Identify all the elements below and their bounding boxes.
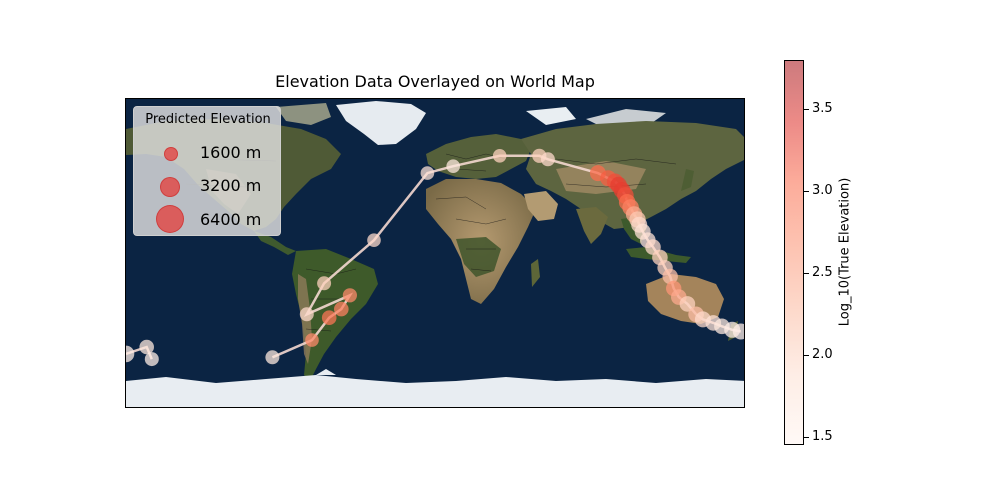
- legend-item-1600: 1600 m: [134, 143, 282, 176]
- elevation-point: [662, 268, 678, 285]
- elevation-point: [305, 333, 319, 347]
- colorbar-frame: [784, 60, 804, 445]
- elevation-point: [299, 307, 314, 322]
- legend-item-3200: 3200 m: [134, 176, 282, 209]
- colorbar-tick-label: 2.0: [812, 346, 833, 362]
- colorbar-tick-label: 2.5: [812, 265, 833, 280]
- landmass-central-america: [254, 231, 296, 255]
- colorbar-tick-label: 3.5: [812, 101, 833, 117]
- elevation-point: [540, 152, 555, 167]
- colorbar-tick: [804, 436, 809, 438]
- elevation-point: [342, 288, 357, 303]
- colorbar-tick: [804, 354, 809, 356]
- elevation-point: [265, 350, 280, 365]
- colorbar-tick: [804, 191, 809, 193]
- landmass-india: [576, 207, 608, 244]
- legend-label: 1600 m: [200, 143, 262, 162]
- elevation-point: [732, 323, 744, 340]
- landmass-madagascar: [531, 259, 540, 287]
- colorbar-tick: [804, 109, 809, 111]
- elevation-point: [367, 233, 381, 247]
- landmass-svalbard: [526, 107, 576, 125]
- landmass-greenland: [336, 101, 426, 145]
- elevation-point: [144, 352, 159, 367]
- elevation-point: [317, 276, 332, 291]
- legend-title: Predicted Elevation: [145, 112, 271, 127]
- landmass-japan: [681, 169, 694, 191]
- colorbar-tick: [804, 273, 809, 274]
- elevation-point: [126, 345, 135, 363]
- colorbar-label: Log_10(True Elevation): [837, 177, 853, 327]
- elevation-point: [139, 339, 154, 355]
- elevation-point: [446, 159, 461, 173]
- elevation-point: [420, 166, 435, 180]
- landmass-arctic-islands: [276, 103, 331, 125]
- legend-marker-small: [164, 147, 178, 161]
- colorbar-tick-label: 3.0: [812, 183, 833, 199]
- map-title: Elevation Data Overlayed on World Map: [275, 72, 595, 91]
- legend-marker-medium: [160, 177, 180, 197]
- legend-marker-large: [156, 205, 184, 233]
- landmass-central-africa: [456, 237, 501, 277]
- elevation-point: [334, 301, 349, 317]
- landmass-arabia: [524, 191, 558, 221]
- landmass-antarctica-coast: [316, 369, 336, 375]
- elevation-point: [492, 149, 507, 163]
- legend-item-6400: 6400 m: [134, 205, 282, 240]
- colorbar-tick-label: 1.5: [812, 428, 833, 444]
- elevation-point: [321, 310, 337, 325]
- legend-label: 3200 m: [200, 176, 262, 195]
- elevation-points: [126, 148, 744, 367]
- landmass-antarctica: [126, 375, 744, 407]
- elevation-point: [679, 296, 696, 312]
- legend-label: 6400 m: [200, 210, 262, 229]
- legend: Predicted Elevation 1600 m 3200 m 6400 m: [133, 106, 281, 236]
